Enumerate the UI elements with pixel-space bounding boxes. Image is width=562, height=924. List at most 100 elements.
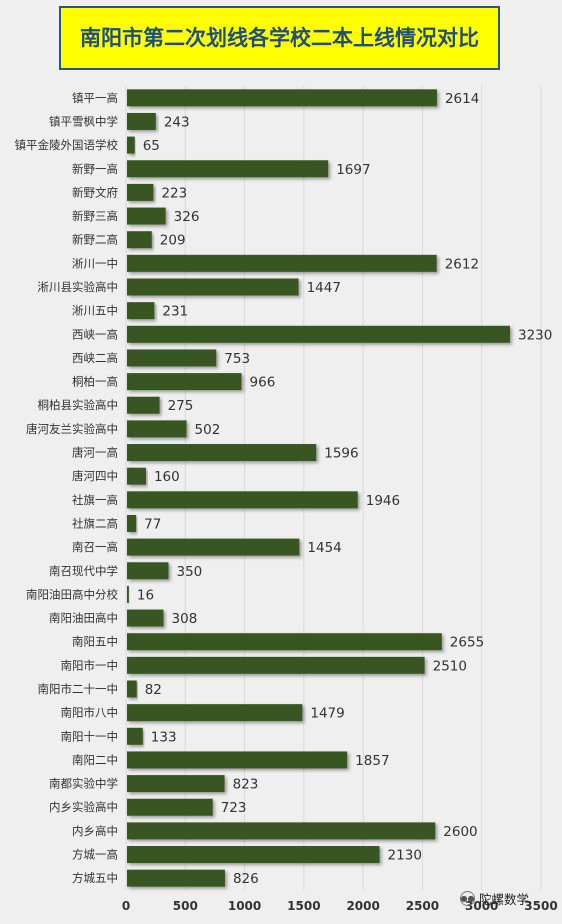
- category-label: 南阳市一中: [61, 658, 119, 672]
- category-label: 淅川县实验高中: [38, 280, 119, 294]
- data-label: 2130: [388, 848, 422, 864]
- chart-title: 南阳市第二次划线各学校二本上线情况对比: [80, 25, 479, 50]
- category-label: 淅川一中: [72, 256, 118, 270]
- bar: [127, 89, 437, 107]
- chart-title-box: 南阳市第二次划线各学校二本上线情况对比: [59, 6, 500, 70]
- data-label: 160: [154, 469, 180, 485]
- bar: [127, 302, 155, 320]
- category-label: 新野文府: [72, 185, 118, 199]
- watermark-text: 陀螺数学: [479, 892, 530, 907]
- data-label: 275: [168, 398, 194, 414]
- x-axis-ticks: 0 500 1000 1500 2000 2500 3000 3500: [122, 899, 558, 913]
- category-label: 南阳五中: [72, 635, 118, 649]
- data-label: 1447: [307, 280, 341, 296]
- data-label: 133: [151, 729, 177, 745]
- bar: [127, 231, 152, 249]
- data-label: 82: [145, 682, 162, 698]
- category-label: 南阳市八中: [61, 706, 119, 720]
- data-label: 223: [161, 185, 187, 201]
- data-label: 723: [221, 800, 247, 816]
- data-label: 350: [177, 564, 203, 580]
- category-labels: 镇平一高镇平雪枫中学镇平金陵外国语学校新野一高新野文府新野三高新野二高淅川一中淅…: [15, 91, 119, 885]
- x-tick-label: 500: [173, 899, 198, 913]
- category-label: 方城五中: [72, 871, 118, 885]
- data-label: 2655: [450, 635, 484, 651]
- category-label: 镇平一高: [72, 91, 118, 105]
- bar: [127, 846, 380, 864]
- gridlines: [125, 86, 542, 890]
- data-label: 823: [233, 777, 259, 793]
- bar: [127, 798, 213, 816]
- wechat-icon: ●●: [460, 891, 475, 906]
- category-label: 方城一高: [72, 848, 118, 862]
- category-label: 社旗二高: [72, 516, 118, 530]
- bar: [127, 680, 137, 698]
- category-label: 新野二高: [72, 233, 118, 247]
- bar: [127, 538, 300, 556]
- data-label: 209: [160, 233, 186, 249]
- data-label: 502: [195, 422, 221, 438]
- data-label: 1454: [307, 540, 341, 556]
- bar: [127, 349, 217, 367]
- x-tick-label: 0: [122, 899, 130, 913]
- bar: [127, 609, 164, 627]
- bar: [127, 633, 442, 651]
- bar: [127, 325, 510, 343]
- category-label: 桐柏县实验高中: [38, 398, 119, 412]
- data-label: 2510: [433, 658, 467, 674]
- category-label: 南阳市二十一中: [38, 682, 119, 696]
- category-label: 南阳油田高中: [49, 611, 118, 625]
- category-label: 唐河四中: [72, 469, 118, 483]
- data-label: 326: [174, 209, 200, 225]
- data-label: 753: [224, 351, 250, 367]
- bar: [127, 278, 299, 296]
- category-label: 镇平雪枫中学: [49, 114, 118, 128]
- bar: [127, 396, 160, 414]
- bar: [127, 775, 225, 793]
- category-label: 淅川五中: [72, 304, 118, 318]
- data-label: 2614: [445, 91, 479, 107]
- x-tick-label: 3500: [524, 899, 557, 913]
- bar: [127, 373, 242, 391]
- bar: [127, 704, 303, 722]
- bar: [127, 420, 187, 438]
- data-label: 231: [162, 304, 188, 320]
- bar: [127, 514, 137, 532]
- bar: [127, 822, 436, 840]
- data-label: 77: [144, 516, 161, 532]
- category-label: 南阳二中: [72, 753, 118, 767]
- data-label: 1857: [355, 753, 389, 769]
- data-label: 1596: [324, 446, 358, 462]
- bar: [127, 160, 329, 178]
- category-label: 新野一高: [72, 162, 118, 176]
- category-label: 南都实验中学: [49, 777, 118, 791]
- category-label: 唐河友兰实验高中: [26, 422, 118, 436]
- bar: [127, 467, 146, 485]
- category-label: 唐河一高: [72, 446, 118, 460]
- x-tick-label: 2500: [406, 899, 439, 913]
- x-tick-label: 1000: [228, 899, 261, 913]
- x-tick-label: 2000: [346, 899, 379, 913]
- category-label: 南召现代中学: [49, 564, 118, 578]
- bar: [127, 585, 129, 603]
- category-label: 内乡高中: [72, 824, 118, 838]
- data-label: 1479: [310, 706, 344, 722]
- bar: [127, 562, 169, 580]
- bar: [127, 112, 156, 130]
- bar: [127, 136, 135, 154]
- data-label: 65: [143, 138, 160, 154]
- bar: [127, 751, 348, 769]
- category-label: 西峡二高: [72, 351, 118, 365]
- bar: [127, 656, 425, 674]
- data-label: 16: [137, 587, 154, 603]
- category-label: 桐柏一高: [72, 375, 118, 389]
- data-label: 2612: [445, 256, 479, 272]
- data-label: 308: [172, 611, 198, 627]
- category-label: 南召一高: [72, 540, 118, 554]
- category-label: 镇平金陵外国语学校: [15, 138, 119, 152]
- bar: [127, 727, 143, 745]
- data-label: 1946: [366, 493, 400, 509]
- category-label: 南阳油田高中分校: [26, 587, 118, 601]
